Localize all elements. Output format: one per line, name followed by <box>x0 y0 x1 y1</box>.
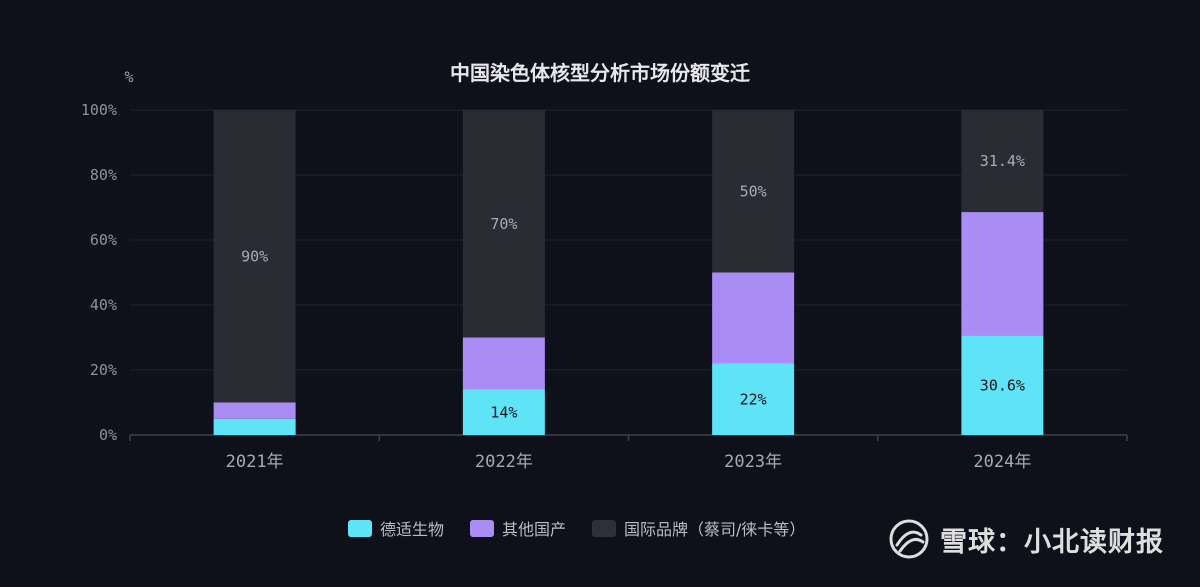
watermark: 雪球：小北读财报 <box>888 518 1164 560</box>
data-label: 90% <box>241 247 268 265</box>
y-axis-unit-label: % <box>124 68 133 86</box>
data-label: 14% <box>490 403 517 421</box>
bar-segment-other-domestic <box>961 212 1044 336</box>
bar-segment-international <box>213 110 296 403</box>
data-label: 50% <box>740 182 767 200</box>
y-tick-label: 60% <box>90 231 117 249</box>
x-tick-label: 2022年 <box>475 452 533 472</box>
legend-swatch <box>348 519 372 537</box>
bar-segment-detai <box>961 335 1044 435</box>
bar-segment-international <box>462 110 545 338</box>
y-tick-label: 100% <box>81 101 117 119</box>
data-label: 22% <box>740 390 767 408</box>
x-tick-label: 2024年 <box>973 452 1031 472</box>
bar-segment-international <box>712 110 795 273</box>
bar-segment-other-domestic <box>712 272 795 364</box>
y-tick-label: 40% <box>90 296 117 314</box>
y-tick-label: 20% <box>90 361 117 379</box>
snowball-logo-icon <box>889 519 929 559</box>
legend-item: 国际品牌（蔡司/徕卡等） <box>592 516 805 540</box>
data-label: 30.6% <box>980 376 1025 394</box>
x-tick-label: 2021年 <box>226 452 284 472</box>
watermark-text: 雪球：小北读财报 <box>940 526 1164 558</box>
bar-segment-international <box>961 110 1044 213</box>
legend-item: 其他国产 <box>470 516 566 540</box>
bar-segment-other-domestic <box>462 337 545 390</box>
bar-segment-detai <box>712 363 795 435</box>
legend-label: 国际品牌（蔡司/徕卡等） <box>624 520 806 539</box>
chart-legend: 德适生物 其他国产 国际品牌（蔡司/徕卡等） <box>348 516 805 540</box>
bar-segment-detai <box>213 418 296 435</box>
x-tick-label: 2023年 <box>724 452 782 472</box>
y-tick-label: 80% <box>90 166 117 184</box>
legend-swatch <box>592 519 617 537</box>
legend-swatch <box>470 519 495 537</box>
y-tick-label: 0% <box>99 426 117 444</box>
legend-item: 德适生物 <box>348 516 444 540</box>
data-label: 70% <box>490 215 517 233</box>
legend-label: 德适生物 <box>380 520 445 539</box>
data-label: 31.4% <box>980 152 1025 170</box>
legend-label: 其他国产 <box>502 520 567 539</box>
bar-segment-other-domestic <box>213 402 296 419</box>
bar-segment-detai <box>462 389 545 435</box>
chart-title: 中国染色体核型分析市场份额变迁 <box>450 61 750 85</box>
